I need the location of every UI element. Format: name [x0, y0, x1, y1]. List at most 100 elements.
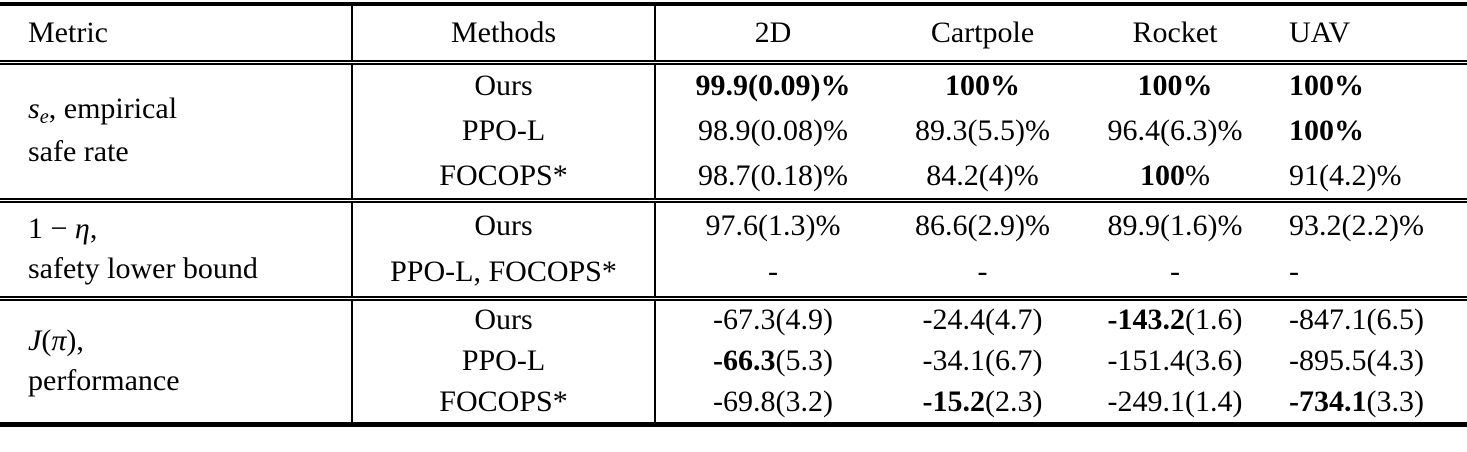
value-cell: 93.2(2.2)%	[1275, 200, 1467, 249]
value-regular: -895.5(4.3)	[1289, 344, 1424, 377]
value-cell: -895.5(4.3)	[1275, 340, 1467, 382]
value-regular: %	[1185, 158, 1210, 192]
value-cell: -24.4(4.7)	[890, 298, 1075, 340]
value-cell: 100%	[1275, 108, 1467, 154]
block-empirical-safe-rate: se, empirical safe rate Ours 99.9(0.09)%…	[0, 62, 1467, 200]
value-regular: -24.4(4.7)	[922, 303, 1043, 337]
table-row: PPO-L 98.9(0.08)% 89.3(5.5)% 96.4(6.3)% …	[0, 108, 1467, 154]
header-env-2d: 2D	[654, 4, 890, 62]
header-row: Metric Methods 2D Cartpole Rocket UAV	[0, 4, 1467, 62]
value-regular: -	[768, 255, 778, 289]
value-regular: 84.2(4)%	[926, 158, 1039, 192]
value-regular: 96.4(6.3)%	[1107, 114, 1243, 147]
value-regular: 89.3(5.5)%	[915, 114, 1050, 147]
value-regular: -34.1(6.7)	[922, 344, 1043, 377]
method-label: PPO-L	[351, 108, 655, 154]
header-methods: Methods	[351, 4, 655, 62]
value-bold: 100%	[1137, 69, 1213, 103]
value-cell: -143.2(1.6)	[1075, 298, 1275, 340]
math-symbol: π	[51, 323, 67, 357]
method-label: PPO-L	[351, 340, 655, 382]
math-symbol: J	[28, 323, 42, 357]
value-cell: -	[654, 249, 890, 298]
value-regular: (1.6)	[1185, 303, 1243, 337]
metric-line-1: J(π),	[28, 321, 351, 362]
value-cell: -151.4(3.6)	[1075, 340, 1275, 382]
value-regular: 91(4.2)%	[1289, 158, 1402, 192]
method-label: Ours	[351, 62, 655, 108]
metric-text: , empirical	[48, 92, 178, 126]
metric-label-performance: J(π), performance	[0, 298, 352, 424]
value-regular: -67.3(4.9)	[713, 303, 833, 337]
value-regular: 98.7(0.18)%	[698, 158, 848, 192]
value-cell: 89.9(1.6)%	[1075, 200, 1275, 249]
value-regular: -847.1(6.5)	[1289, 303, 1424, 337]
math-symbol: s	[28, 92, 40, 126]
header-metric: Metric	[28, 15, 108, 49]
metric-label-safety-lower-bound: 1 − η, safety lower bound	[0, 200, 352, 298]
value-bold: 99.9(0.09)%	[695, 69, 851, 103]
value-cell: 99.9(0.09)%	[654, 62, 890, 108]
value-cell: -	[1075, 249, 1275, 298]
value-bold: 100%	[1289, 69, 1364, 103]
value-cell: 84.2(4)%	[890, 154, 1075, 200]
table-header: Metric Methods 2D Cartpole Rocket UAV	[0, 4, 1467, 62]
value-cell: -	[890, 249, 1075, 298]
value-cell: 96.4(6.3)%	[1075, 108, 1275, 154]
value-bold: -734.1	[1289, 384, 1367, 418]
value-cell: -34.1(6.7)	[890, 340, 1075, 382]
value-regular: 86.6(2.9)%	[915, 208, 1050, 242]
value-regular: 89.9(1.6)%	[1107, 208, 1243, 242]
results-table: Metric Methods 2D Cartpole Rocket UAV se…	[0, 2, 1467, 427]
metric-text: ),	[66, 323, 84, 357]
table-row: J(π), performance Ours -67.3(4.9) -24.4(…	[0, 298, 1467, 397]
method-label: Ours	[351, 200, 655, 249]
header-env-uav: UAV	[1289, 15, 1351, 49]
header-env-rocket: Rocket	[1132, 15, 1218, 49]
value-cell: -249.1(1.4)	[1075, 382, 1275, 424]
metric-text: ,	[89, 211, 98, 245]
value-cell: 100%	[1075, 154, 1275, 200]
value-bold: 100	[1140, 158, 1185, 192]
value-cell: 98.9(0.08)%	[654, 108, 890, 154]
value-bold: 100%	[945, 69, 1020, 103]
value-regular: -	[1170, 255, 1180, 289]
method-label: PPO-L, FOCOPS*	[351, 249, 655, 298]
block-safety-lower-bound: 1 − η, safety lower bound Ours 97.6(1.3)…	[0, 200, 1467, 298]
value-regular: (3.3)	[1366, 384, 1424, 418]
table-row: PPO-L -66.3(5.3) -34.1(6.7) -151.4(3.6) …	[0, 340, 1467, 382]
value-cell: 89.3(5.5)%	[890, 108, 1075, 154]
value-regular: 97.6(1.3)%	[705, 208, 841, 242]
value-cell: 100%	[1075, 62, 1275, 108]
metric-line-2: safety lower bound	[28, 252, 258, 285]
value-cell: -847.1(6.5)	[1275, 298, 1467, 340]
metric-line-2: safe rate	[28, 135, 129, 169]
value-bold: -15.2	[922, 384, 986, 418]
value-cell: -734.1(3.3)	[1275, 382, 1467, 424]
table-row: FOCOPS* -69.8(3.2) -15.2(2.3) -249.1(1.4…	[0, 382, 1467, 424]
table-row: 1 − η, safety lower bound Ours 97.6(1.3)…	[0, 200, 1467, 285]
value-bold: -143.2	[1107, 303, 1186, 337]
metric-text: 1 −	[28, 211, 75, 245]
table-row: PPO-L, FOCOPS* - - - -	[0, 249, 1467, 298]
value-cell: 100%	[1275, 62, 1467, 108]
method-label: Ours	[351, 298, 655, 340]
value-regular: 93.2(2.2)%	[1289, 208, 1424, 242]
header-env-cartpole: Cartpole	[930, 15, 1035, 49]
math-subscript: e	[39, 106, 49, 129]
metric-line-2: performance	[28, 364, 180, 397]
method-label: FOCOPS*	[351, 154, 655, 200]
value-cell: 91(4.2)%	[1275, 154, 1467, 200]
value-regular: -	[977, 255, 988, 289]
value-bold: 100%	[1289, 114, 1364, 147]
value-cell: -69.8(3.2)	[654, 382, 890, 424]
value-cell: -67.3(4.9)	[654, 298, 890, 340]
value-cell: 100%	[890, 62, 1075, 108]
metric-line-1: 1 − η,	[28, 209, 351, 250]
value-regular: (2.3)	[985, 384, 1043, 418]
metric-line-1: se, empirical	[28, 89, 351, 132]
table-row: se, empirical safe rate Ours 99.9(0.09)%…	[0, 62, 1467, 168]
metric-text: (	[41, 323, 52, 357]
value-regular: -	[1289, 255, 1299, 289]
table-row: FOCOPS* 98.7(0.18)% 84.2(4)% 100% 91(4.2…	[0, 154, 1467, 200]
